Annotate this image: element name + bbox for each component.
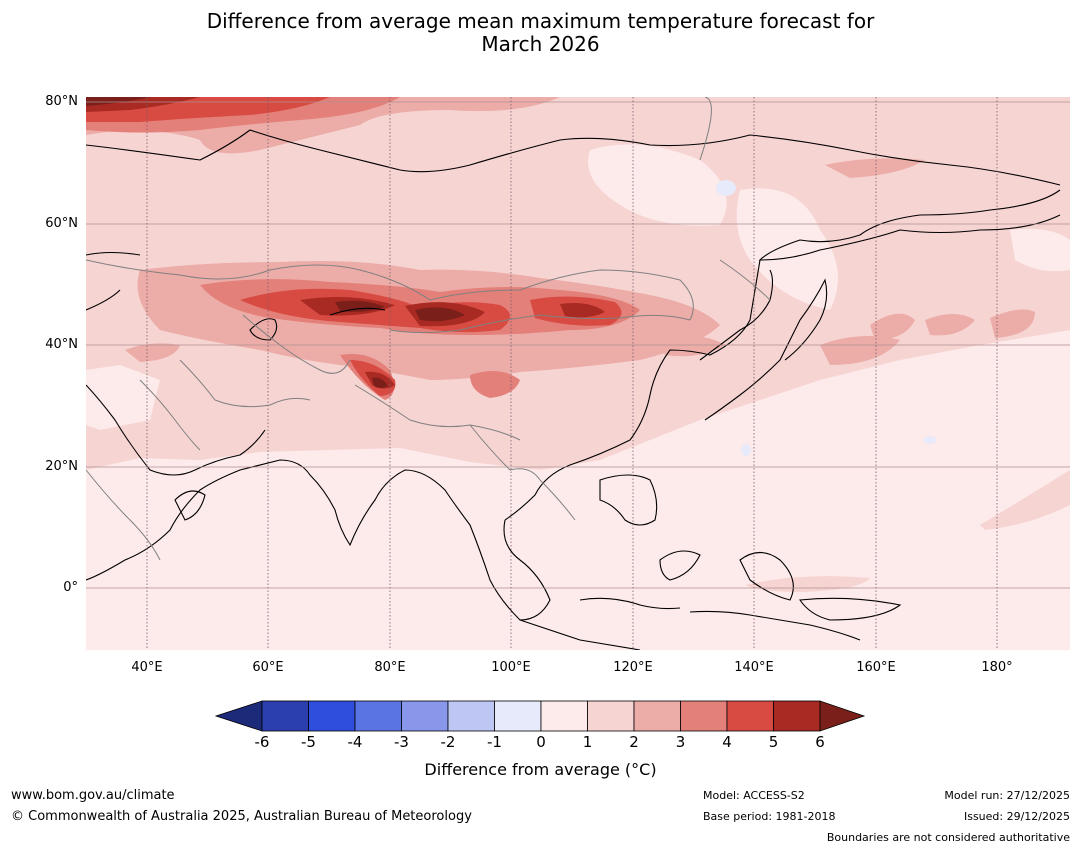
colorbar-swatch [354,700,402,732]
anomaly-above-6-region [335,300,385,312]
anomaly-2-3-patch [990,309,1035,338]
colorbar-swatch [680,700,728,732]
colorbar-over-extend [819,700,866,732]
lon-label-120e: 120°E [613,660,653,675]
lon-label-40e: 40°E [131,660,163,675]
lon-label-140e: 140°E [734,660,774,675]
lat-label-0: 0° [63,580,78,595]
anomaly-2-3-patch [820,336,900,365]
title-line-1: Difference from average mean maximum tem… [206,9,875,33]
anomaly-above-6-region [86,97,150,106]
lon-label-60e: 60°E [252,660,284,675]
anomaly-3-4-patch [470,371,520,398]
meridians [146,97,998,650]
anomaly-0-1-patch [1010,228,1070,272]
colorbar-tick-label: 1 [582,733,593,751]
country-borders [86,97,771,561]
colorbar-swatch [261,700,309,732]
colorbar-tick-label: -1 [487,733,502,751]
colorbar-swatch [540,700,588,732]
colorbar [214,700,866,732]
colorbar-tick-label: -5 [301,733,316,751]
model-text: Model: ACCESS-S2 [703,789,805,802]
lat-label-20n: 20°N [45,459,78,474]
model-run-text: Model run: 27/12/2025 [944,789,1070,802]
anomaly-above-6-region [415,307,465,322]
coastlines [86,129,1061,650]
anomaly-0-1-patch [736,188,838,310]
title-line-2: March 2026 [481,32,600,56]
lon-label-80e: 80°E [374,660,406,675]
colorbar-tick-label: -4 [347,733,363,751]
disclaimer-text: Boundaries are not considered authoritat… [826,831,1070,844]
base-period-text: Base period: 1981-2018 [703,810,836,823]
anomaly-2-3-patch [660,336,725,357]
colorbar-swatch [401,700,449,732]
colorbar-swatch [587,700,635,732]
copyright-text: © Commonwealth of Australia 2025, Austra… [11,809,472,824]
anomaly-2-3-patch [925,314,975,336]
lat-label-80n: 80°N [45,94,78,109]
anomaly-5-6-region [560,303,605,318]
anomaly-2-3-patch [870,313,915,340]
colorbar-tick-label: 0 [536,733,546,751]
colorbar-tick-label: 5 [768,733,779,751]
website-text: www.bom.gov.au/climate [11,788,175,803]
colorbar-swatch [447,700,495,732]
colorbar-tick-label: 3 [675,733,686,751]
graticule [86,101,1070,589]
colorbar-tick-label: -2 [440,733,456,751]
colorbar-tick-label: 4 [722,733,732,751]
issued-text: Issued: 29/12/2025 [963,810,1070,823]
anomaly-2-3-patch [125,343,180,362]
colorbar-swatch [308,700,356,732]
lat-label-60n: 60°N [45,216,78,231]
anomaly-negative-patch [924,436,936,444]
lon-label-180: 180° [981,660,1013,675]
colorbar-tick-label: -3 [394,733,409,751]
anomaly-1-2-patch [980,470,1070,530]
lat-label-40n: 40°N [45,337,78,352]
colorbar-label: Difference from average (°C) [424,760,657,779]
colorbar-tick-label: 6 [815,733,825,751]
colorbar-tick-label: 2 [629,733,639,751]
colorbar-swatch [633,700,681,732]
anomaly-negative-patch [741,444,751,456]
colorbar-tick-label: -6 [254,733,270,751]
map-field [86,97,1070,650]
map-title: Difference from average mean maximum tem… [0,10,1081,56]
colorbar-swatch [726,700,774,732]
anomaly-2-3-patch [825,158,925,178]
lon-label-160e: 160°E [856,660,896,675]
colorbar-swatch [494,700,542,732]
colorbar-under-extend [214,700,263,732]
colorbar-swatch [773,700,821,732]
anomaly-negative-patch [716,180,736,196]
anomaly-0-1-patch [588,144,727,226]
lon-label-100e: 100°E [491,660,531,675]
anomaly-above-6-region [372,377,388,388]
